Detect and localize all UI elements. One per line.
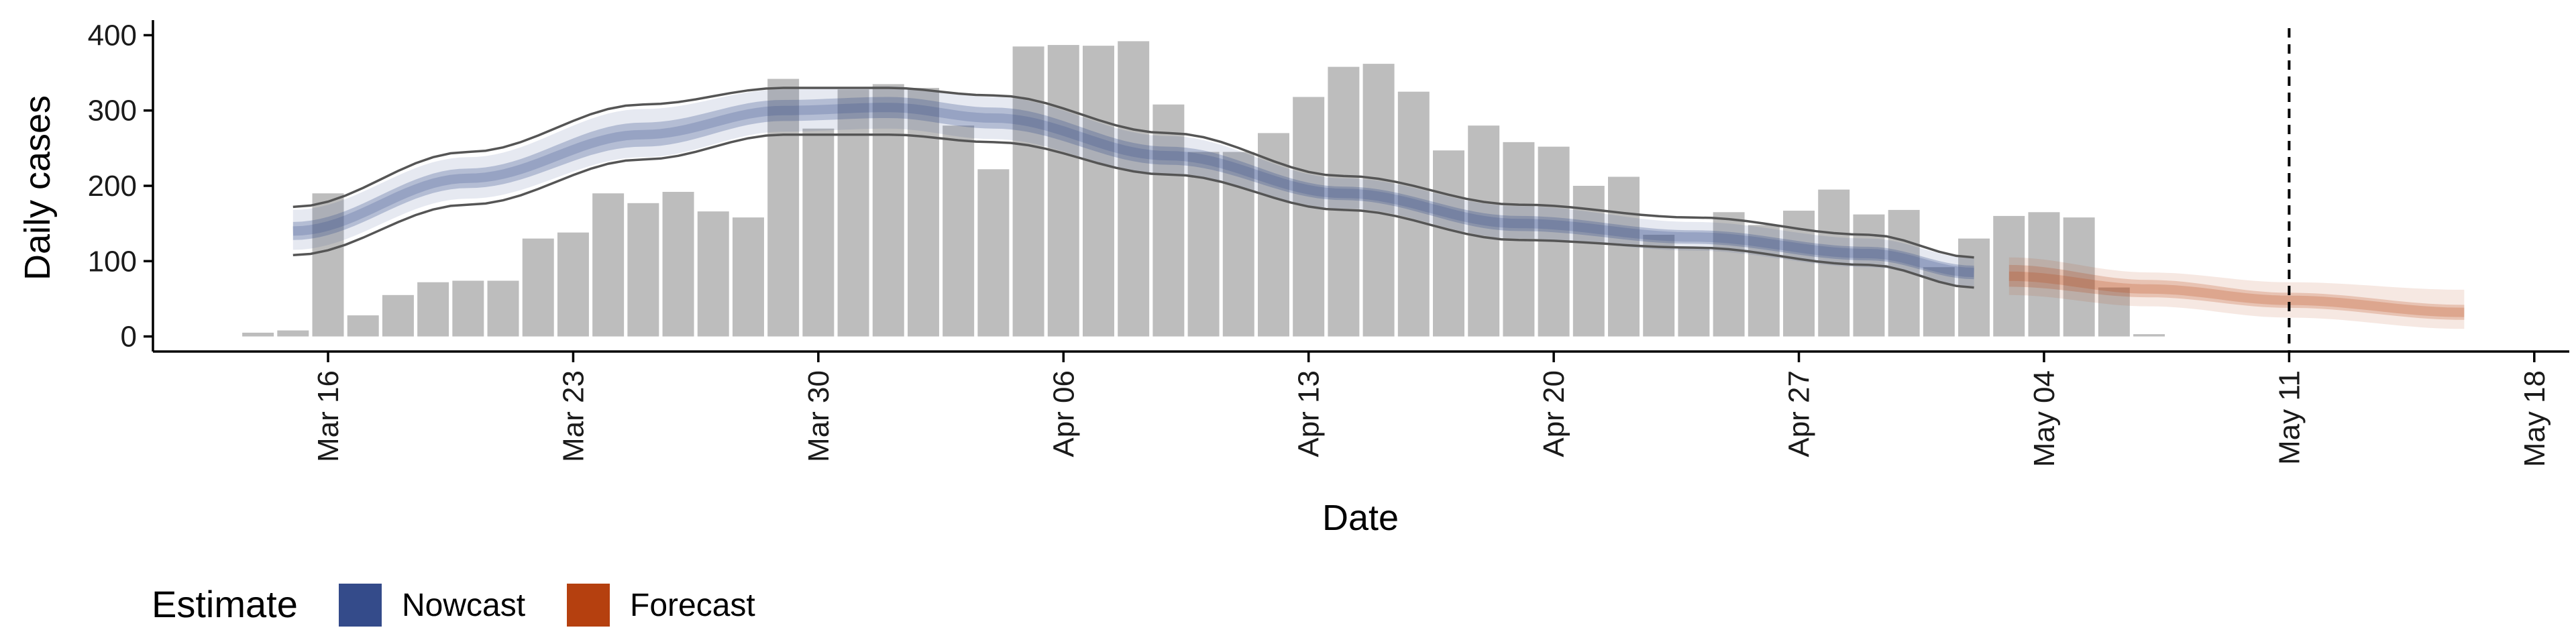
bar [592, 193, 625, 337]
lines-layer [292, 28, 2291, 352]
bar [1397, 91, 1430, 337]
nowcast-upper-bound-line [292, 87, 1974, 259]
bar [2028, 212, 2060, 337]
legend-title: Estimate [152, 583, 298, 625]
bar [2133, 334, 2165, 337]
bar [907, 88, 939, 337]
bar [1293, 97, 1325, 337]
bar [1118, 41, 1150, 337]
bar [2098, 287, 2130, 337]
nowcast-legend-swatch [339, 584, 382, 627]
bar [697, 211, 729, 337]
bar [767, 78, 800, 337]
nowcast-median-line [292, 103, 1974, 278]
bar [347, 315, 379, 337]
bar [1082, 46, 1114, 337]
bar [2063, 217, 2095, 337]
x-tick-label: Apr 13 [1293, 370, 1326, 458]
bar [1362, 64, 1395, 337]
bar [1608, 176, 1640, 337]
x-tick-label: Apr 20 [1538, 370, 1570, 458]
bar [1187, 152, 1220, 337]
bar [1328, 66, 1360, 337]
bar [943, 125, 975, 337]
bar [1433, 150, 1464, 337]
bar [312, 193, 344, 337]
bar [557, 232, 589, 337]
nowcast-lower-bound-line [292, 133, 1974, 289]
bar [837, 89, 869, 337]
bar [732, 217, 764, 337]
nowcast-legend-label: Nowcast [402, 588, 525, 623]
bar [452, 280, 484, 337]
bar [417, 282, 449, 337]
x-tick-label: Mar 30 [802, 370, 835, 462]
bar [977, 169, 1010, 337]
bands-layer [292, 86, 2465, 329]
x-tick-label: May 11 [2273, 370, 2306, 465]
bar [802, 128, 835, 337]
bar [277, 330, 309, 337]
bar [1783, 211, 1815, 337]
legend: Estimate Nowcast Forecast [152, 583, 755, 627]
bar [1853, 214, 1885, 337]
forecast-legend-label: Forecast [630, 588, 755, 623]
x-tick-label: Mar 16 [312, 370, 345, 462]
bar [1713, 212, 1745, 337]
bar [1643, 234, 1675, 337]
bar [1152, 104, 1185, 337]
y-tick-label: 0 [121, 321, 137, 354]
bar [1748, 225, 1780, 337]
bar [872, 84, 904, 337]
forecast-outer-band [2008, 257, 2465, 329]
bar [522, 238, 554, 337]
forecast-median-line [2008, 271, 2465, 317]
forecast-legend-swatch [567, 584, 610, 627]
x-tick-label: Apr 06 [1047, 370, 1080, 458]
bar [1258, 133, 1289, 337]
bar [1993, 215, 2025, 337]
x-tick-label: May 18 [2518, 370, 2551, 467]
bar [382, 294, 414, 337]
forecast-inner-band [2008, 264, 2465, 320]
bar [1012, 46, 1044, 337]
x-tick-label: Mar 23 [557, 370, 590, 462]
x-tick-label: Apr 27 [1783, 370, 1816, 458]
y-tick-label: 300 [88, 95, 137, 127]
bar [1047, 45, 1079, 337]
bars-layer [242, 41, 2165, 337]
bar [487, 280, 519, 337]
nowcast-outer-band [292, 86, 1974, 286]
bar [1468, 125, 1500, 337]
y-axis-title: Daily cases [17, 95, 58, 280]
bar [242, 332, 274, 337]
x-tick-label: May 04 [2028, 370, 2061, 467]
axes-layer: 0 100 200 300 400 Mar 16 Mar 23 Mar 30 Apr 06 Apr… [88, 19, 2569, 467]
bar [627, 203, 659, 337]
y-tick-label: 100 [88, 245, 137, 278]
y-tick-label: 200 [88, 170, 137, 203]
bar [662, 191, 694, 337]
bar [1678, 248, 1710, 337]
y-tick-label: 400 [88, 19, 137, 52]
x-axis-title: Date [1322, 498, 1399, 538]
